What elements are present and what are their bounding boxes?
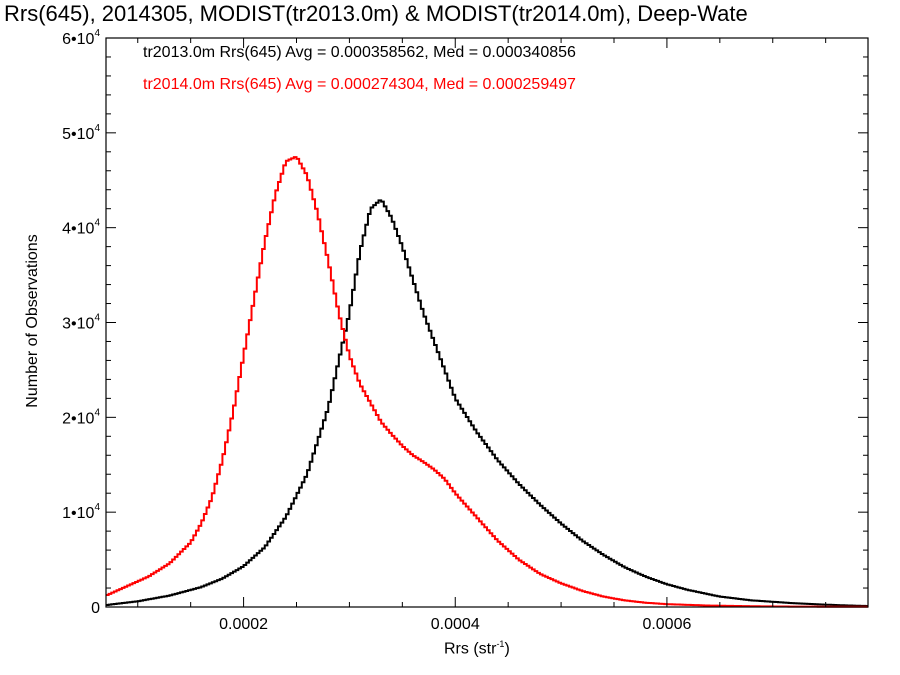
x-tick-label: 0.0006 [642, 616, 691, 633]
y-tick-label: 2•104 [62, 407, 100, 427]
legend-entry-tr2013: tr2013.0m Rrs(645) Avg = 0.000358562, Me… [143, 44, 576, 61]
x-axis-label-text: Rrs (str [444, 640, 497, 658]
series-line-1 [106, 156, 868, 608]
y-tick-label: 4•104 [62, 218, 100, 238]
series-line-0 [106, 199, 868, 608]
y-tick-label: 1•104 [62, 502, 100, 522]
x-axis-label: Rrs (str-1) [444, 639, 510, 658]
y-tick-label: 3•104 [62, 313, 100, 333]
chart-title: Rrs(645), 2014305, MODIST(tr2013.0m) & M… [4, 1, 748, 26]
y-tick-label: 0 [91, 600, 100, 617]
y-axis-label: Number of Observations [24, 234, 41, 408]
legend-entry-tr2014: tr2014.0m Rrs(645) Avg = 0.000274304, Me… [143, 76, 576, 93]
x-tick-label: 0.0004 [431, 616, 480, 633]
x-axis-label-close: ) [504, 640, 510, 658]
y-tick-label: 6•104 [62, 28, 100, 48]
plot-frame [105, 37, 869, 608]
x-axis-label-exponent: -1 [496, 639, 505, 649]
x-tick-label: 0.0002 [219, 616, 268, 633]
y-tick-label: 5•104 [62, 123, 100, 143]
